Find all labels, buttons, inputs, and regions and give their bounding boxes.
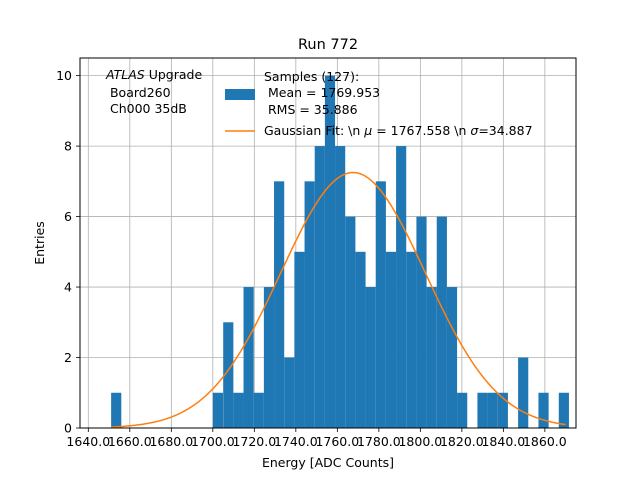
- legend-fit-mid: = 1767.558 \n: [372, 123, 470, 138]
- y-axis-label: Entries: [32, 221, 47, 265]
- x-tick-label: 1680.0: [149, 434, 193, 449]
- histogram-bar: [396, 146, 407, 428]
- x-tick-label: 1860.0: [523, 434, 567, 449]
- histogram-bar: [416, 216, 427, 428]
- histogram-bar: [477, 392, 488, 428]
- histogram-bar: [335, 146, 346, 428]
- histogram-bar: [436, 216, 447, 428]
- histogram-bar: [365, 287, 376, 428]
- atlas-status: Upgrade: [145, 67, 203, 82]
- atlas-label-line-1: ATLAS Upgrade: [105, 67, 202, 82]
- histogram-bar: [518, 357, 529, 428]
- legend: Samples (127): Mean = 1769.953 RMS = 35.…: [225, 69, 533, 138]
- x-axis-ticks: 1640.01660.01680.01700.01720.01740.01760…: [66, 428, 567, 449]
- axes-frame: [79, 57, 577, 429]
- histogram-bar: [243, 287, 254, 428]
- histogram-bar: [457, 392, 468, 428]
- histogram-bars: [111, 75, 569, 428]
- legend-fit-prefix: Gaussian Fit: \n: [264, 123, 364, 138]
- histogram-bar: [558, 392, 569, 428]
- histogram-bar: [538, 392, 549, 428]
- histogram-bar: [406, 251, 417, 428]
- histogram-bar: [314, 146, 325, 428]
- x-axis-label: Energy [ADC Counts]: [262, 455, 394, 470]
- x-tick-label: 1820.0: [440, 434, 484, 449]
- x-tick-label: 1760.0: [315, 434, 359, 449]
- histogram-bar: [111, 392, 122, 428]
- atlas-experiment-name: ATLAS: [105, 67, 145, 82]
- histogram-bar: [253, 392, 264, 428]
- histogram-bar: [375, 181, 386, 428]
- histogram-bar: [294, 251, 305, 428]
- histogram-bar: [223, 322, 234, 428]
- legend-fit-sigma: σ: [470, 123, 479, 138]
- histogram-bar: [274, 181, 285, 428]
- legend-fit-mu: μ: [363, 123, 372, 138]
- chart-title: Run 772: [298, 37, 358, 53]
- histogram-bar: [385, 251, 397, 428]
- histogram-bar: [487, 392, 498, 428]
- histogram-bar: [233, 392, 244, 428]
- x-tick-label: 1740.0: [274, 434, 318, 449]
- y-tick-label: 10: [56, 68, 72, 83]
- gaussian-fit-curve: [111, 171, 566, 428]
- x-tick-label: 1640.0: [66, 434, 110, 449]
- atlas-board: Board260: [106, 85, 171, 100]
- legend-rms: RMS = 35.886: [264, 102, 358, 117]
- legend-histogram-swatch: [225, 89, 255, 100]
- y-tick-label: 4: [64, 280, 72, 295]
- legend-fit-label: Gaussian Fit: \n μ = 1767.558 \n σ=34.88…: [264, 123, 533, 138]
- x-tick-label: 1700.0: [191, 434, 235, 449]
- histogram-bar: [426, 287, 437, 428]
- histogram-bar: [497, 392, 508, 428]
- legend-fit-suffix: =34.887: [478, 123, 532, 138]
- x-tick-label: 1720.0: [232, 434, 276, 449]
- histogram-bar: [355, 251, 366, 428]
- y-tick-label: 8: [64, 139, 72, 154]
- histogram-bar: [212, 392, 223, 428]
- y-tick-label: 2: [64, 350, 72, 365]
- histogram-bar: [324, 75, 336, 428]
- y-tick-label: 0: [64, 421, 72, 436]
- x-tick-label: 1800.0: [398, 434, 442, 449]
- histogram-bar: [446, 287, 458, 428]
- legend-samples-title: Samples (127):: [264, 69, 359, 84]
- histogram-bar: [284, 357, 295, 428]
- legend-mean: Mean = 1769.953: [264, 85, 380, 100]
- x-tick-label: 1840.0: [481, 434, 525, 449]
- histogram-bar: [345, 216, 356, 428]
- x-tick-label: 1780.0: [357, 434, 401, 449]
- y-tick-label: 6: [64, 209, 72, 224]
- atlas-channel: Ch000 35dB: [106, 101, 187, 116]
- histogram-bar: [263, 287, 275, 428]
- x-tick-label: 1660.0: [108, 434, 152, 449]
- atlas-label: ATLAS Upgrade Board260 Ch000 35dB: [105, 67, 202, 116]
- y-axis-ticks: 0 2 4 6 8 10: [56, 68, 80, 436]
- histogram-bar: [304, 181, 315, 428]
